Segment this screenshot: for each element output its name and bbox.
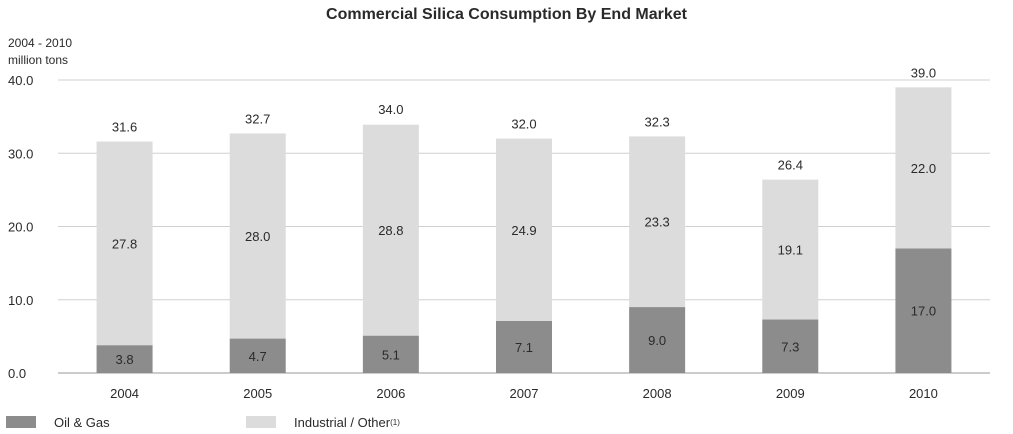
bar-oil-gas-2007 bbox=[496, 320, 552, 373]
bar-oil-gas-2008 bbox=[629, 307, 686, 373]
data-label-oil-gas-2007: 7.1 bbox=[515, 340, 533, 355]
bar-oil-gas-2006 bbox=[362, 335, 419, 373]
data-label-industrial-2008: 23.3 bbox=[644, 215, 669, 230]
y-tick-label: 40.0 bbox=[8, 73, 33, 88]
bar-industrial-2006 bbox=[362, 124, 419, 336]
legend-item-oil-gas: Oil & Gas bbox=[6, 414, 110, 430]
x-tick-label-2004: 2004 bbox=[110, 386, 139, 401]
y-tick-label: 10.0 bbox=[8, 293, 33, 308]
data-label-industrial-2009: 19.1 bbox=[778, 243, 803, 258]
x-tick-label-2010: 2010 bbox=[909, 386, 938, 401]
bar-industrial-2007 bbox=[496, 138, 552, 321]
data-label-total-2009: 26.4 bbox=[778, 158, 803, 173]
unit-label-tons: million tons bbox=[8, 53, 69, 67]
unit-label-years: 2004 - 2010 bbox=[8, 36, 73, 50]
legend-label-oil-gas: Oil & Gas bbox=[54, 414, 110, 430]
bar-industrial-2005 bbox=[229, 133, 286, 339]
bar-oil-gas-2004 bbox=[96, 345, 153, 373]
chart-title: Commercial Silica Consumption By End Mar… bbox=[326, 6, 687, 23]
data-label-industrial-2006: 28.8 bbox=[378, 223, 403, 238]
bar-oil-gas-2010 bbox=[895, 248, 952, 373]
bar-industrial-2004 bbox=[96, 141, 153, 346]
data-label-total-2004: 31.6 bbox=[112, 120, 137, 135]
data-label-industrial-2005: 28.0 bbox=[245, 229, 270, 244]
legend-swatch-oil-gas bbox=[6, 416, 36, 428]
data-label-oil-gas-2009: 7.3 bbox=[781, 339, 799, 354]
data-label-total-2006: 34.0 bbox=[378, 102, 403, 117]
data-label-total-2008: 32.3 bbox=[644, 114, 669, 129]
x-tick-label-2005: 2005 bbox=[243, 386, 272, 401]
bar-oil-gas-2005 bbox=[229, 338, 286, 373]
data-label-total-2005: 32.7 bbox=[245, 111, 270, 126]
bar-industrial-2008 bbox=[629, 136, 686, 308]
data-label-industrial-2007: 24.9 bbox=[511, 223, 536, 238]
x-tick-label-2009: 2009 bbox=[776, 386, 805, 401]
data-label-total-2010: 39.0 bbox=[911, 65, 936, 80]
chart-plot: 0.0 10.0 20.0 30.0 40.0 3.8 27.8 31.6 2004 4.7 28.… bbox=[8, 65, 990, 401]
legend-label-industrial: Industrial / Other bbox=[294, 414, 391, 430]
data-label-industrial-2010: 22.0 bbox=[911, 161, 936, 176]
data-label-industrial-2004: 27.8 bbox=[112, 236, 137, 251]
bar-industrial-2009 bbox=[762, 179, 819, 320]
x-tick-label-2007: 2007 bbox=[510, 386, 539, 401]
data-label-oil-gas-2004: 3.8 bbox=[116, 352, 134, 367]
bar-oil-gas-2009 bbox=[762, 319, 819, 373]
y-tick-label: 30.0 bbox=[8, 146, 33, 161]
bar-industrial-2010 bbox=[895, 87, 952, 249]
data-label-oil-gas-2010: 17.0 bbox=[911, 304, 936, 319]
data-label-oil-gas-2008: 9.0 bbox=[648, 333, 666, 348]
y-tick-label: 0.0 bbox=[8, 366, 26, 381]
x-tick-label-2006: 2006 bbox=[376, 386, 405, 401]
data-label-oil-gas-2005: 4.7 bbox=[249, 349, 267, 364]
x-tick-label-2008: 2008 bbox=[643, 386, 672, 401]
legend-swatch-industrial bbox=[246, 416, 276, 428]
legend-footnote-mark: (1) bbox=[390, 417, 400, 427]
y-tick-label: 20.0 bbox=[8, 220, 33, 235]
legend-item-industrial: Industrial / Other (1) bbox=[246, 414, 400, 430]
data-label-oil-gas-2006: 5.1 bbox=[382, 347, 400, 362]
data-label-total-2007: 32.0 bbox=[511, 117, 536, 132]
